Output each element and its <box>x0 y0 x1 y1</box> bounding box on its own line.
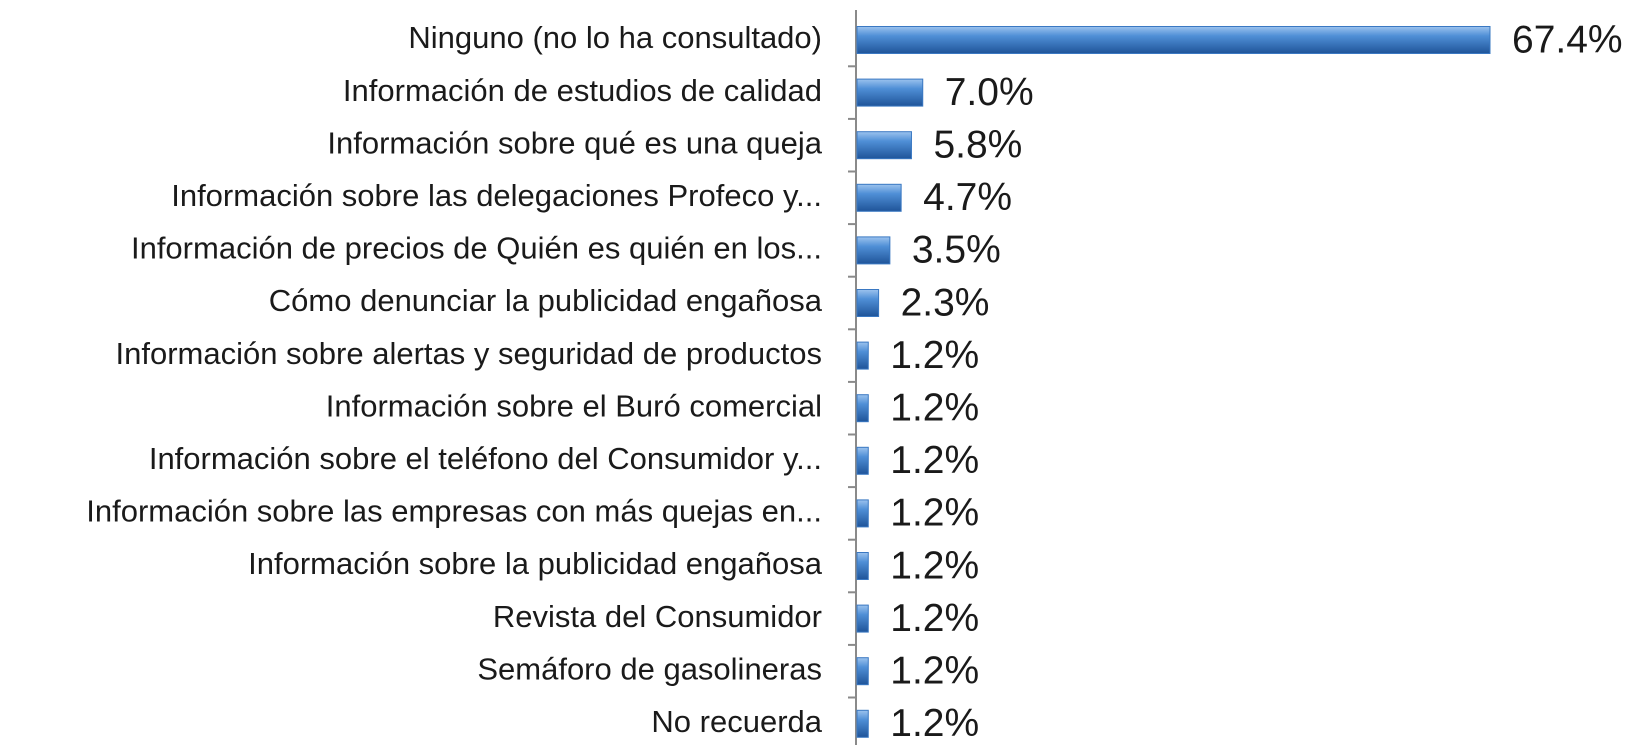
category-label: Ninguno (no lo ha consultado) <box>408 20 822 55</box>
value-label: 2.3% <box>901 281 990 324</box>
value-label: 1.2% <box>890 439 979 482</box>
bar <box>856 78 924 107</box>
bar <box>856 552 869 580</box>
value-label: 1.2% <box>890 597 979 640</box>
category-label: Información sobre las empresas con más q… <box>86 494 822 529</box>
bar <box>856 709 869 738</box>
bar <box>856 26 1491 54</box>
category-label: Semáforo de gasolineras <box>477 651 822 686</box>
bar <box>856 236 891 265</box>
category-label: Información de precios de Quién es quién… <box>131 231 822 266</box>
category-label: Revista del Consumidor <box>493 599 822 634</box>
bar <box>856 499 869 528</box>
category-label: Información sobre la publicidad engañosa <box>248 546 823 581</box>
bar <box>856 183 902 212</box>
category-label: Información de estudios de calidad <box>343 73 822 108</box>
value-label: 1.2% <box>890 702 979 745</box>
bar <box>856 657 869 686</box>
value-label: 1.2% <box>890 492 979 535</box>
value-label: 7.0% <box>945 71 1034 114</box>
category-label: Información sobre el teléfono del Consum… <box>149 441 822 476</box>
value-label: 4.7% <box>923 176 1012 219</box>
bar <box>856 131 912 160</box>
value-label: 5.8% <box>933 123 1022 166</box>
bar <box>856 289 880 317</box>
category-label: Información sobre el Buró comercial <box>326 388 822 423</box>
category-label: Información sobre qué es una queja <box>327 125 822 160</box>
category-label: No recuerda <box>651 704 822 739</box>
bar <box>856 341 869 370</box>
bar <box>856 604 869 633</box>
value-label: 1.2% <box>890 334 979 377</box>
bar <box>856 446 869 475</box>
category-label: Cómo denunciar la publicidad engañosa <box>269 283 823 318</box>
value-label: 1.2% <box>890 386 979 429</box>
category-label: Información sobre las delegaciones Profe… <box>171 178 822 213</box>
value-label: 1.2% <box>890 544 979 587</box>
bar <box>856 394 869 423</box>
value-label: 1.2% <box>890 649 979 692</box>
value-label: 67.4% <box>1512 18 1623 61</box>
value-label: 3.5% <box>912 229 1001 272</box>
category-label: Información sobre alertas y seguridad de… <box>115 336 822 371</box>
